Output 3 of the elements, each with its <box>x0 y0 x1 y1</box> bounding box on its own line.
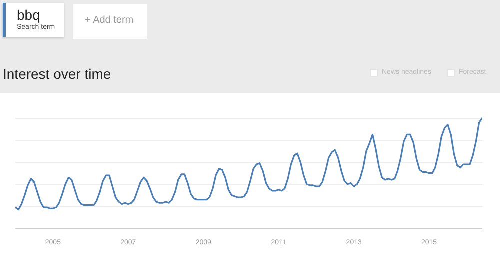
chart-title: Interest over time <box>3 66 112 82</box>
text: bbq <box>17 7 40 23</box>
text: + Add term <box>85 15 134 26</box>
